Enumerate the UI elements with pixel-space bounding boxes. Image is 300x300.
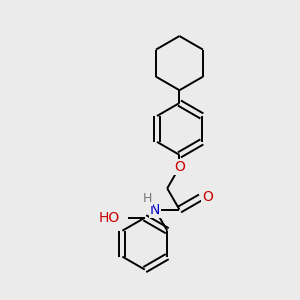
Text: HO: HO [99,211,120,225]
Text: N: N [150,202,160,217]
Text: O: O [174,160,185,174]
Text: H: H [143,192,152,205]
Text: O: O [202,190,213,204]
